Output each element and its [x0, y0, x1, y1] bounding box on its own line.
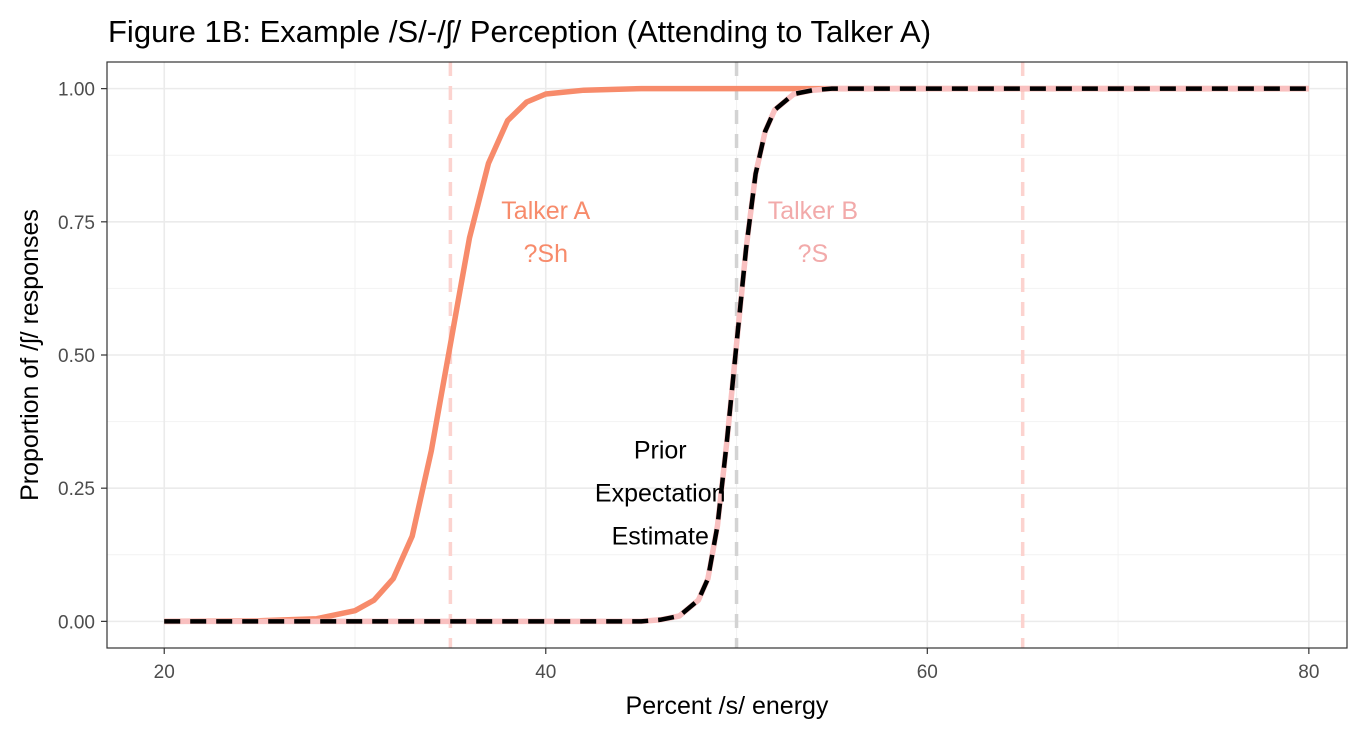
y-tick-label: 0.50: [58, 346, 95, 367]
x-tick-label: 20: [154, 662, 175, 683]
grid: [107, 62, 1347, 648]
annotation-0-line-1: ?Sh: [524, 240, 568, 268]
x-tick-label: 40: [535, 662, 556, 683]
y-tick-label: 0.25: [58, 479, 95, 500]
chart-title: Figure 1B: Example /S/-/ʃ/ Perception (A…: [108, 14, 931, 49]
annotation-2-line-1: Expectation: [595, 480, 726, 508]
series-lines: [164, 85, 1309, 625]
annotation-0-line-0: Talker A: [501, 197, 590, 225]
x-tick-label: 80: [1298, 662, 1319, 683]
y-axis: 0.00 0.25 0.50 0.75 1.00: [58, 80, 107, 633]
series-line-2: [164, 86, 1309, 624]
annotation-1-line-1: ?S: [798, 240, 829, 268]
x-tick-label: 60: [917, 662, 938, 683]
x-axis: 20 40 60 80: [154, 648, 1319, 683]
annotation-2-line-0: Prior: [634, 437, 687, 465]
y-tick-label: 0.00: [58, 612, 95, 633]
y-tick-label: 1.00: [58, 80, 95, 101]
y-axis-title: Proportion of /ʃ/ responses: [16, 209, 44, 501]
annotation-2-line-2: Estimate: [612, 523, 709, 551]
annotation-1-line-0: Talker B: [768, 197, 858, 225]
x-axis-title: Percent /s/ energy: [626, 692, 829, 720]
y-tick-label: 0.75: [58, 213, 95, 234]
annotations: Talker A ?Sh Talker B ?S Prior Expectation Est…: [501, 197, 858, 551]
